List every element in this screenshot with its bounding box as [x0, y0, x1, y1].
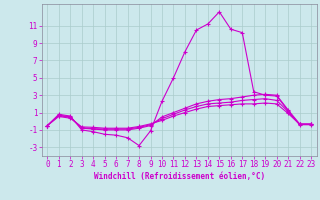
X-axis label: Windchill (Refroidissement éolien,°C): Windchill (Refroidissement éolien,°C) — [94, 172, 265, 181]
